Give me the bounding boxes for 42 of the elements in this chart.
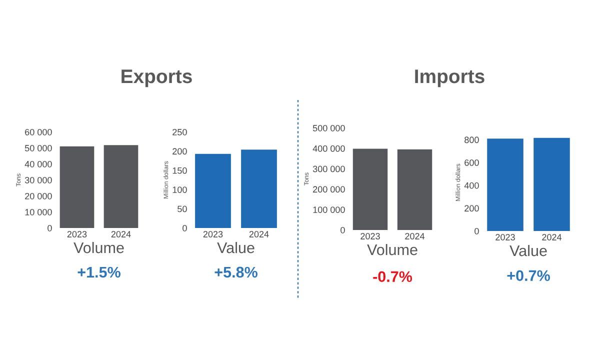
chart-title: Imports <box>415 70 484 88</box>
x-tick-label: 2024 <box>111 231 131 238</box>
x-axis-title: Value <box>217 242 254 254</box>
y-tick-label: 800 <box>464 136 479 144</box>
y-tick-label: 300 000 <box>312 166 345 172</box>
x-tick-label: 2024 <box>542 234 562 240</box>
y-tick-label: 0 <box>48 224 52 232</box>
text: +5.8% <box>214 266 258 278</box>
y-tick-label: 60 000 <box>25 128 52 136</box>
y-tick-label: 250 <box>172 128 187 136</box>
y-tick-label: 500 000 <box>312 124 345 132</box>
y-tick-label: 200 <box>172 148 187 155</box>
y-tick-label: 100 <box>172 186 187 193</box>
y-tick-label: 20 000 <box>25 192 52 200</box>
y-tick-label: 0 <box>474 228 479 234</box>
y-tick-label: 100 000 <box>313 206 345 213</box>
y-tick-label: 50 <box>178 206 187 212</box>
y-tick-label: 600 <box>464 159 479 166</box>
x-tick-label: 2024 <box>405 233 425 240</box>
y-tick-label: 50 000 <box>24 144 52 152</box>
x-tick-label: 2023 <box>203 231 223 238</box>
y-tick-label: 200 <box>464 205 479 212</box>
x-tick-label: 2023 <box>496 234 515 240</box>
text: +0.7% <box>507 270 550 282</box>
x-tick-label: 2023 <box>67 231 87 238</box>
y-tick-label: 10 000 <box>25 208 52 216</box>
y-tick-label: 0 <box>340 226 345 234</box>
y-tick-label: 400 <box>464 182 479 189</box>
x-tick-label: 2024 <box>249 231 269 238</box>
x-axis-title: Volume <box>367 244 418 256</box>
y-tick-label: 40 000 <box>24 160 52 168</box>
y-tick-label: 200 000 <box>313 186 345 193</box>
text: -0.7% <box>373 271 412 282</box>
x-axis-title: Value <box>510 244 547 256</box>
y-tick-label: 0 <box>182 224 187 232</box>
x-axis-title: Volume <box>74 242 124 254</box>
y-tick-label: 150 <box>172 167 187 174</box>
y-tick-label: 400 000 <box>312 145 345 152</box>
text: +1.5% <box>78 266 120 278</box>
y-tick-label: 30 000 <box>24 176 52 184</box>
x-tick-label: 2023 <box>360 233 380 240</box>
chart-title: Exports <box>122 70 192 88</box>
